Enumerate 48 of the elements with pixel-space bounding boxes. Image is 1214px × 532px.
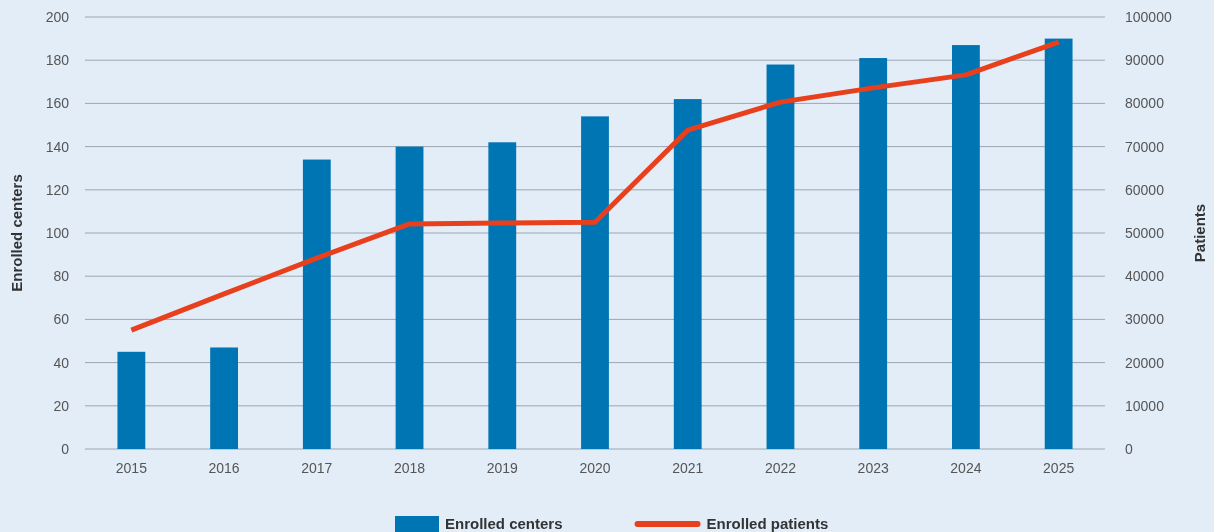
x-tick-label: 2023 <box>857 459 889 476</box>
y-tick-label: 140 <box>45 138 70 155</box>
y2-tick-label: 30000 <box>1125 311 1165 328</box>
x-tick-label: 2024 <box>950 459 982 476</box>
y2-axis-title: Patients <box>1191 203 1208 263</box>
x-tick-label: 2022 <box>764 459 797 476</box>
legend-label: Enrolled centers <box>445 515 563 532</box>
y2-tick-label: 0 <box>1125 440 1133 457</box>
y2-tick-label: 90000 <box>1125 52 1165 69</box>
bar <box>302 159 331 449</box>
y-tick-label: 120 <box>45 181 70 198</box>
y-tick-label: 160 <box>45 95 70 112</box>
bar <box>1044 38 1073 449</box>
y-tick-label: 80 <box>53 268 70 285</box>
bar <box>395 146 424 449</box>
x-tick-label: 2018 <box>393 459 426 476</box>
y2-tick-label: 80000 <box>1125 95 1165 112</box>
x-tick-label: 2017 <box>301 459 333 476</box>
y2-tick-label: 10000 <box>1125 397 1165 414</box>
y-tick-label: 0 <box>61 440 70 457</box>
x-tick-label: 2021 <box>672 459 704 476</box>
bar <box>859 58 888 449</box>
bar <box>581 116 609 449</box>
x-tick-label: 2019 <box>486 459 519 476</box>
y2-tick-label: 50000 <box>1125 224 1165 241</box>
y-tick-label: 20 <box>53 397 70 414</box>
x-tick-label: 2025 <box>1043 459 1075 476</box>
y-tick-label: 180 <box>45 52 70 69</box>
x-tick-label: 2015 <box>115 459 148 476</box>
y-tick-label: 200 <box>45 8 70 25</box>
y-tick-label: 60 <box>53 311 70 328</box>
legend-label: Enrolled patients <box>706 515 829 532</box>
bar <box>488 142 517 449</box>
y-tick-label: 40 <box>53 354 70 371</box>
bar <box>210 347 238 449</box>
y2-tick-label: 20000 <box>1125 354 1165 371</box>
y-axis-title: Enrolled centers <box>8 174 25 292</box>
y2-tick-label: 100000 <box>1125 8 1172 25</box>
bar <box>673 99 702 449</box>
x-tick-label: 2016 <box>208 459 240 476</box>
y2-tick-label: 60000 <box>1125 181 1165 198</box>
y-tick-label: 100 <box>45 224 70 241</box>
y2-tick-label: 70000 <box>1125 138 1165 155</box>
bar <box>766 64 795 449</box>
x-tick-label: 2020 <box>579 459 611 476</box>
bar <box>952 45 980 449</box>
y2-tick-label: 40000 <box>1125 268 1165 285</box>
bar <box>117 351 146 449</box>
